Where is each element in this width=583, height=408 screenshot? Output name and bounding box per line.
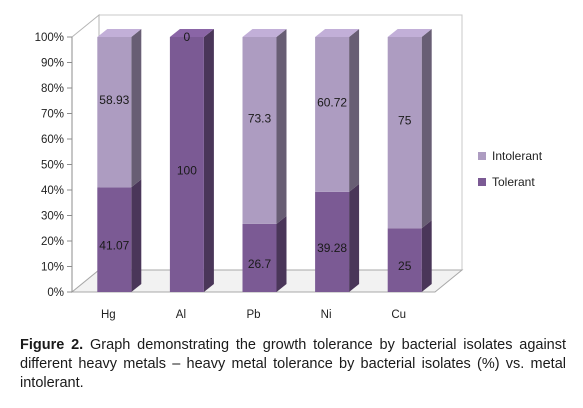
data-label-intolerant-cu: 75 [398, 114, 412, 128]
bar-side-intolerant-pb [276, 29, 287, 224]
y-tick-label: 80% [41, 83, 64, 95]
bar-tolerant-al [169, 37, 204, 292]
bar-tolerant-hg [97, 187, 132, 292]
data-label-tolerant-al: 100 [177, 164, 197, 178]
data-label-intolerant-ni: 60.72 [317, 95, 347, 109]
bar-side-tolerant-hg [131, 179, 142, 292]
y-tick-label: 100% [35, 32, 64, 44]
bar-tolerant-cu [387, 228, 422, 292]
y-axis-ticks: 0% 10% 20% 30% 40% 50% 60% 70% 80% 90% 100% [35, 32, 72, 299]
y-tick-label: 60% [41, 134, 64, 146]
data-label-tolerant-ni: 39.28 [317, 241, 347, 255]
bar-top-al [169, 29, 214, 37]
legend: Intolerant Tolerant [478, 149, 543, 189]
bar-side-intolerant-hg [131, 29, 142, 188]
bar-side-tolerant-al [203, 29, 214, 292]
figure-caption: Figure 2. Graph demonstrating the growth… [20, 336, 566, 393]
y-tick-label: 70% [41, 109, 64, 121]
x-axis-ticks: Hg Al Pb Ni Cu [101, 309, 406, 321]
bar-top-ni [315, 29, 360, 37]
bars: 41.07 58.93 100 0 26.7 73.3 39.28 60.72 25 75 [97, 29, 432, 292]
data-label-intolerant-al: 0 [184, 30, 191, 44]
data-label-tolerant-cu: 25 [398, 259, 412, 273]
side-wall [71, 13, 100, 294]
bar-side-tolerant-cu [421, 220, 432, 292]
bar-side-intolerant-ni [349, 29, 360, 192]
bar-side-tolerant-ni [349, 183, 360, 292]
y-tick-label: 40% [41, 185, 64, 197]
data-label-tolerant-hg: 41.07 [99, 239, 129, 253]
legend-swatch-tolerant [478, 178, 486, 186]
caption-label: Figure 2. [20, 337, 84, 353]
bar-tolerant-pb [242, 223, 277, 292]
data-label-intolerant-hg: 58.93 [99, 93, 129, 107]
y-tick-label: 90% [41, 58, 64, 70]
y-tick-label: 30% [41, 211, 64, 223]
y-tick-label: 50% [41, 160, 64, 172]
x-tick-label: Pb [246, 309, 260, 321]
stacked-bar-chart: 0% 10% 20% 30% 40% 50% 60% 70% 80% 90% 100% 41.07 5… [35, 13, 543, 321]
bar-side-tolerant-pb [276, 215, 287, 292]
bar-tolerant-ni [315, 191, 350, 292]
bar-top-pb [242, 29, 287, 37]
bar-intolerant-cu [387, 37, 422, 229]
x-tick-label: Ni [321, 309, 332, 321]
y-tick-label: 10% [41, 262, 64, 274]
x-tick-label: Hg [101, 309, 116, 321]
y-tick-label: 0% [47, 287, 64, 299]
legend-label-tolerant: Tolerant [492, 175, 535, 189]
bar-intolerant-ni [315, 37, 350, 192]
bar-intolerant-hg [97, 37, 132, 188]
bar-top-cu [387, 29, 432, 37]
bar-top-hg [97, 29, 142, 37]
y-tick-label: 20% [41, 236, 64, 248]
data-label-intolerant-pb: 73.3 [248, 111, 272, 125]
bar-intolerant-pb [242, 37, 277, 224]
legend-swatch-intolerant [478, 152, 486, 160]
x-tick-label: Cu [391, 309, 406, 321]
x-tick-label: Al [176, 309, 186, 321]
bar-side-intolerant-cu [421, 29, 432, 229]
data-label-tolerant-pb: 26.7 [248, 257, 272, 271]
caption-text: Graph demonstrating the growth tolerance… [20, 337, 567, 391]
legend-label-intolerant: Intolerant [492, 149, 543, 163]
